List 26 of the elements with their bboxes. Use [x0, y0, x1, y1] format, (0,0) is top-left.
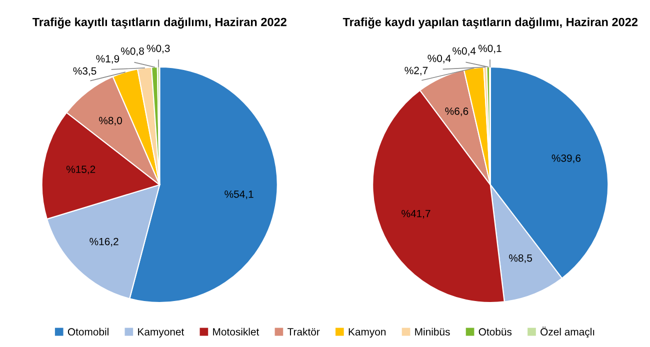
data-label: %6,6 — [445, 107, 468, 116]
data-label: %0,4 — [452, 47, 476, 56]
data-label: %16,2 — [90, 238, 118, 246]
legend-label: Otobüs — [478, 328, 512, 336]
legend-label: Kamyonet — [138, 328, 184, 338]
data-label: %39,6 — [552, 154, 581, 164]
data-label: %41,7 — [402, 210, 430, 218]
legend-label: Minibüs — [415, 328, 450, 336]
data-label: %0,1 — [478, 44, 502, 54]
legend-label: Özel amaçlı — [540, 326, 594, 338]
chart-title: Trafiğe kayıtlı taşıtların dağılımı, Haziran 2022 — [32, 17, 286, 29]
legend-label: Otomobil — [68, 328, 108, 336]
legend-label: Traktör — [288, 328, 320, 336]
data-label: %1,9 — [96, 55, 120, 64]
data-label: %54,1 — [224, 190, 254, 200]
data-label: %0,8 — [121, 47, 144, 56]
legend-label: Motosiklet — [213, 328, 260, 336]
data-label: %2,7 — [404, 66, 428, 76]
data-label: %8,5 — [509, 254, 532, 263]
chart-title: Trafiğe kaydı yapılan taşıtların dağılımı, Haziran 2022 — [342, 17, 638, 29]
data-label: %15,2 — [66, 166, 96, 174]
data-label: %3,5 — [73, 67, 96, 76]
legend-label: Kamyon — [348, 328, 386, 338]
data-label: %0,3 — [146, 44, 170, 54]
data-label: %8,0 — [99, 116, 122, 126]
data-label: %0,4 — [428, 54, 451, 64]
